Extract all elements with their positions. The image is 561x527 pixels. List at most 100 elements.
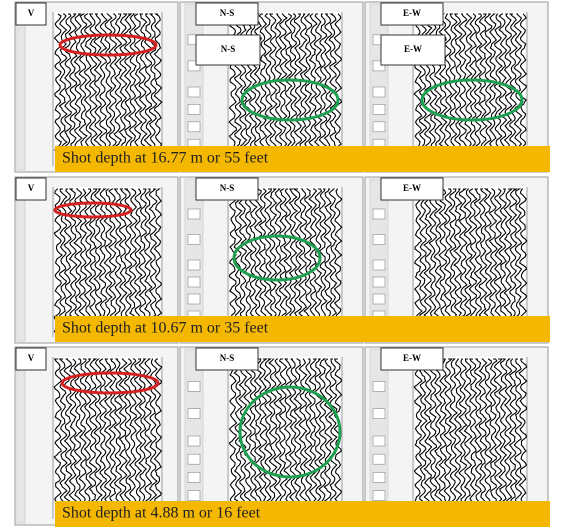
seismic-trace — [308, 358, 318, 516]
seismic-trace — [318, 358, 327, 516]
seismic-trace — [513, 358, 523, 516]
seismic-trace — [433, 358, 443, 516]
seismic-trace — [298, 13, 308, 163]
seismic-trace — [253, 188, 263, 334]
seismic-trace — [453, 13, 463, 163]
seismic-trace — [153, 13, 163, 163]
seismic-trace — [148, 13, 158, 163]
seismic-trace — [278, 13, 288, 163]
seismic-trace — [134, 188, 143, 334]
toolbar — [16, 178, 26, 342]
seismic-trace — [488, 358, 498, 516]
label-box — [195, 347, 259, 371]
tool-icon — [187, 208, 201, 220]
seismic-trace — [148, 358, 158, 516]
seismic-trace — [428, 358, 438, 516]
panel-label: N-S — [220, 8, 235, 18]
seismic-trace — [148, 188, 158, 334]
tool-icon — [187, 60, 201, 72]
seismic-trace — [292, 188, 303, 334]
seismic-trace — [443, 358, 454, 516]
tool-icon — [187, 472, 201, 483]
panel-inner-label: N-S — [221, 44, 236, 54]
seismic-trace — [458, 358, 468, 516]
seismic-trace — [63, 13, 72, 163]
seismic-trace — [143, 13, 153, 163]
panel-label: V — [28, 353, 35, 363]
seismic-trace — [498, 358, 508, 516]
seismic-trace — [263, 13, 273, 163]
seismic-trace — [274, 188, 283, 334]
seismic-trace — [98, 358, 108, 516]
seismic-trace — [518, 188, 528, 334]
seismic-trace — [249, 358, 257, 516]
seismic-trace — [118, 358, 128, 516]
highlight-ellipse — [232, 234, 322, 282]
seismic-trace — [268, 13, 278, 163]
tool-icon — [372, 104, 386, 115]
seismic-trace — [418, 358, 428, 516]
panel-inner-label: E-W — [404, 44, 422, 54]
seismic-trace — [258, 13, 268, 163]
seismic-trace — [283, 358, 293, 516]
seismic-trace — [418, 188, 428, 334]
tool-icon — [187, 234, 201, 245]
label-box — [380, 347, 444, 371]
seismic-trace — [108, 13, 118, 163]
seismic-trace — [63, 358, 73, 516]
tool-icon — [187, 435, 201, 447]
seismic-trace — [93, 358, 103, 516]
caption-banner — [55, 146, 550, 172]
seismic-trace — [68, 358, 78, 516]
panel-label: V — [28, 8, 35, 18]
highlight-ellipse — [53, 201, 133, 219]
seismic-trace — [448, 188, 458, 334]
label-box — [15, 347, 47, 371]
seismic-trace — [83, 358, 93, 516]
seismic-trace — [493, 358, 504, 516]
seismic-trace — [133, 358, 143, 516]
seismic-trace — [83, 188, 93, 334]
seismic-trace — [333, 188, 343, 334]
seismic-trace — [118, 13, 128, 163]
seismic-trace — [293, 13, 303, 162]
seismic-trace — [323, 188, 333, 334]
tool-icon — [187, 490, 201, 501]
tool-icon — [372, 293, 386, 305]
seismic-trace — [303, 188, 313, 334]
seismic-trace — [238, 188, 248, 334]
seismic-trace — [453, 188, 463, 334]
seismic-trace — [283, 188, 292, 334]
tool-icon — [187, 121, 201, 133]
seismic-trace — [68, 188, 78, 334]
seismic-trace — [328, 358, 338, 516]
panel-label: E-W — [403, 183, 421, 193]
highlight-ellipse — [58, 33, 158, 57]
tool-icon — [372, 234, 386, 245]
seismic-trace — [78, 188, 88, 334]
tool-icon — [187, 381, 201, 392]
tool-icon — [372, 408, 386, 420]
seismic-trace — [278, 358, 288, 516]
seismic-trace — [138, 188, 147, 334]
seismic-trace — [448, 13, 458, 163]
seismic-trace — [53, 13, 63, 163]
seismic-trace — [278, 188, 288, 334]
tool-icon — [372, 86, 386, 98]
seismic-trace — [113, 358, 123, 516]
caption: Shot depth at 10.67 m or 35 feet — [62, 320, 269, 337]
seismic-trace — [328, 13, 338, 163]
label-box — [380, 34, 446, 66]
seismic-trace — [103, 188, 113, 334]
tool-icon — [187, 293, 201, 305]
seismic-trace — [53, 188, 63, 334]
panel-label: N-S — [220, 353, 235, 363]
seismic-trace — [433, 188, 443, 334]
panel-label: N-S — [220, 183, 235, 193]
seismic-trace — [73, 188, 83, 334]
seismic-trace — [243, 188, 253, 334]
tool-icon — [372, 60, 386, 72]
label-box — [380, 177, 444, 201]
seismic-trace — [498, 13, 508, 163]
seismic-trace — [104, 13, 113, 163]
